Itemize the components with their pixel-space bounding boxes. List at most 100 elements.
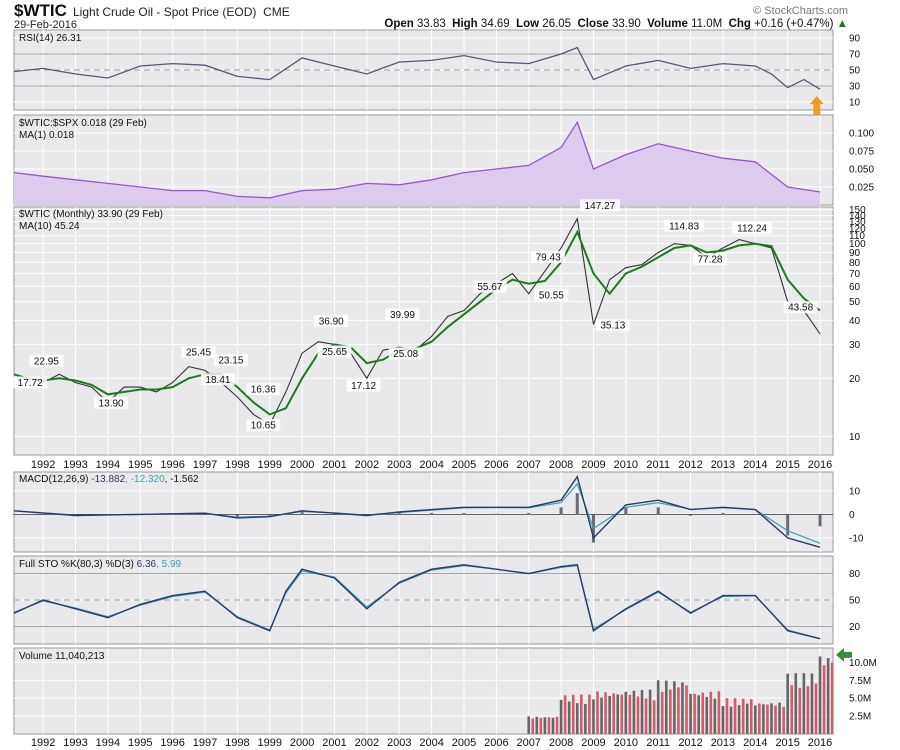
volume-bar	[616, 694, 620, 734]
volume-bar	[749, 699, 753, 734]
price-panel	[13, 206, 834, 456]
rsi-line	[13, 46, 821, 90]
price-ytick-label: 120	[849, 224, 866, 235]
price-annotation: 55.67	[477, 282, 502, 293]
x-axis-year-label: 2016	[808, 737, 832, 749]
price-annotation: 16.36	[251, 385, 276, 396]
volume-bar	[563, 695, 567, 734]
sto-ytick-label: 20	[849, 622, 861, 633]
rsi-ytick-label: 10	[849, 98, 861, 109]
x-axis-year-label: 2011	[646, 737, 670, 749]
volume-bar	[733, 698, 737, 734]
volume-bar	[551, 717, 555, 734]
volume-label: Volume	[647, 18, 688, 30]
price-annotation: 25.08	[393, 349, 418, 360]
volume-bar	[628, 694, 632, 734]
ratio-ytick-label: 0.050	[849, 165, 874, 176]
x-axis-year-label: 2006	[484, 737, 508, 749]
volume-bar	[697, 695, 700, 734]
x-axis-year-label: 2008	[549, 737, 573, 749]
volume-bar	[555, 716, 559, 734]
volume-bar	[737, 705, 741, 734]
price-label-bg	[29, 354, 64, 367]
price-ytick-label: 90	[849, 248, 861, 259]
macd-histogram-bar	[689, 514, 693, 516]
macd-histogram-bar	[575, 493, 579, 515]
volume-bar	[571, 694, 575, 734]
x-axis-year-label: 1992	[31, 459, 55, 471]
volume-bar	[762, 704, 765, 734]
volume-bar	[669, 689, 672, 734]
volume-bar	[685, 685, 688, 734]
price-label-bg	[246, 383, 281, 396]
rsi-ytick-label: 50	[849, 66, 861, 77]
x-axis-year-label: 2003	[387, 737, 411, 749]
volume-ytick-label: 5.0M	[849, 694, 871, 705]
x-axis-year-label: 2012	[678, 737, 702, 749]
volume-bar	[673, 681, 676, 734]
macd-histogram-bar	[494, 513, 498, 515]
instrument-name: Light Crude Oil - Spot Price (EOD) CME	[73, 5, 290, 19]
price-label-bg	[664, 220, 705, 233]
price-ytick-label: 60	[849, 282, 861, 293]
rsi-ytick-label: 90	[849, 34, 861, 45]
chg-label: Chg	[728, 18, 751, 30]
low-label: Low	[516, 18, 540, 30]
volume-bar	[644, 698, 648, 734]
price-annotation: 25.45	[186, 348, 211, 359]
volume-bar	[664, 680, 668, 734]
chart-header: $WTIC Light Crude Oil - Spot Price (EOD)…	[0, 0, 900, 31]
macd-ytick-label: 0	[849, 510, 855, 521]
volume-bar	[745, 703, 749, 734]
price-legend: $WTIC (Monthly) 33.90 (29 Feb)	[19, 209, 163, 220]
volume-legend: Volume 11,040,213	[19, 651, 105, 662]
volume-bar	[798, 687, 802, 734]
macd-histogram-bar	[203, 514, 207, 515]
x-axis-year-label: 2004	[419, 459, 443, 471]
volume-bar	[709, 691, 713, 734]
price-annotation: 77.28	[697, 255, 722, 266]
price-label-bg	[595, 319, 630, 332]
macd-ytick-label: -10	[849, 533, 864, 544]
sto-ytick-label: 50	[849, 596, 861, 607]
price-label-bg	[213, 354, 248, 367]
volume-bar	[770, 703, 773, 734]
volume-bar	[802, 673, 806, 734]
x-axis-year-label: 2008	[549, 459, 573, 471]
price-ytick-label: 80	[849, 258, 861, 269]
high-label: High	[452, 18, 478, 30]
volume-bar	[786, 673, 789, 734]
x-axis-year-label: 2011	[646, 459, 670, 471]
volume-bar	[826, 658, 830, 734]
macd-ytick-label: 10	[849, 486, 861, 497]
copyright-label: © StockCharts.com	[753, 5, 848, 17]
price-label-bg	[579, 199, 620, 212]
price-ytick-label: 110	[849, 231, 865, 242]
volume-bar	[539, 717, 543, 734]
price-label-bg	[732, 222, 773, 235]
price-ytick-label: 140	[849, 211, 866, 222]
price-label-bg	[181, 346, 216, 359]
price-ytick-label: 150	[849, 205, 866, 216]
ratio-ma-legend: MA(1) 0.018	[19, 130, 74, 141]
x-axis-year-label: 2001	[322, 737, 346, 749]
x-axis-year-label: 2014	[743, 737, 767, 749]
price-annotation: 114.83	[669, 222, 699, 233]
x-axis-year-label: 2007	[516, 459, 540, 471]
volume-ytick-label: 10.0M	[849, 658, 877, 669]
macd-histogram-bar	[624, 507, 628, 515]
volume-bar	[640, 690, 644, 734]
macd-histogram-bar	[721, 512, 725, 515]
ratio-ytick-label: 0.025	[849, 183, 874, 194]
volume-bar	[596, 691, 599, 734]
quote-date: 29-Feb-2016	[14, 19, 77, 31]
macd-histogram-bar	[300, 512, 304, 515]
price-ytick-label: 130	[849, 217, 866, 228]
x-axis-year-label: 2013	[711, 737, 735, 749]
x-axis-year-label: 1998	[225, 737, 249, 749]
x-axis-year-label: 1995	[128, 459, 152, 471]
volume-bar	[758, 703, 761, 734]
x-axis-year-label: 2007	[516, 737, 540, 749]
x-axis-year-label: 2005	[452, 459, 476, 471]
